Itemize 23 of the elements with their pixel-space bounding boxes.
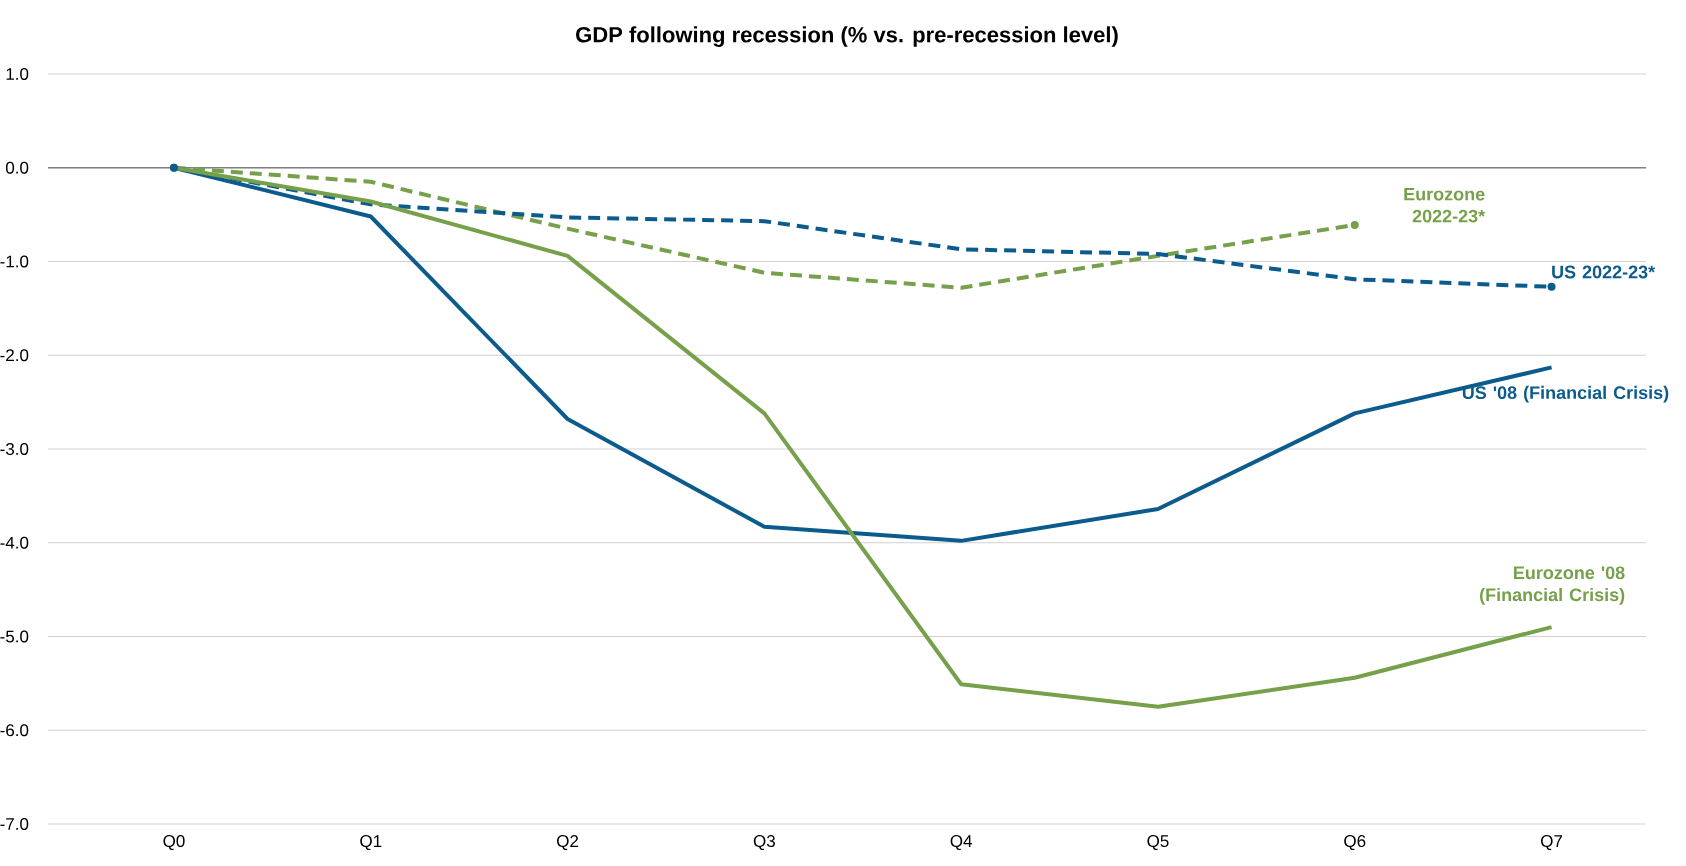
point [1350,220,1359,229]
x-tick-label: Q6 [1344,835,1366,851]
point [1547,282,1556,291]
y-tick-label: -4.0 [0,536,29,549]
x-tick-label: Q1 [360,835,382,851]
y-tick-label: -6.0 [0,724,29,737]
y-tick-label: -2.0 [0,349,29,362]
y-tick-label: -3.0 [0,442,29,455]
x-tick-label: Q4 [950,835,973,851]
y-tick-label: -7.0 [0,817,29,830]
x-tick-label: Q5 [1147,835,1169,851]
x-tick-label: Q0 [163,835,185,851]
x-tick-label: Q2 [557,835,579,851]
y-tick-label: 0.0 [5,161,29,174]
text: Eurozone '08 (Financial Crisis) [1480,566,1625,605]
x-tick-label: Q3 [753,835,775,851]
x-tick-label: Q7 [1541,835,1563,851]
y-tick-label: 1.0 [6,67,29,80]
series-label: US 2022-23* [1552,265,1656,279]
chart-title: GDP following recession (% vs. pre-recession level) [576,26,1118,47]
y-tick-label: -5.0 [0,630,29,643]
y-tick-label: -1.0 [0,255,29,268]
text: Eurozone 2022-23* [1404,187,1486,223]
